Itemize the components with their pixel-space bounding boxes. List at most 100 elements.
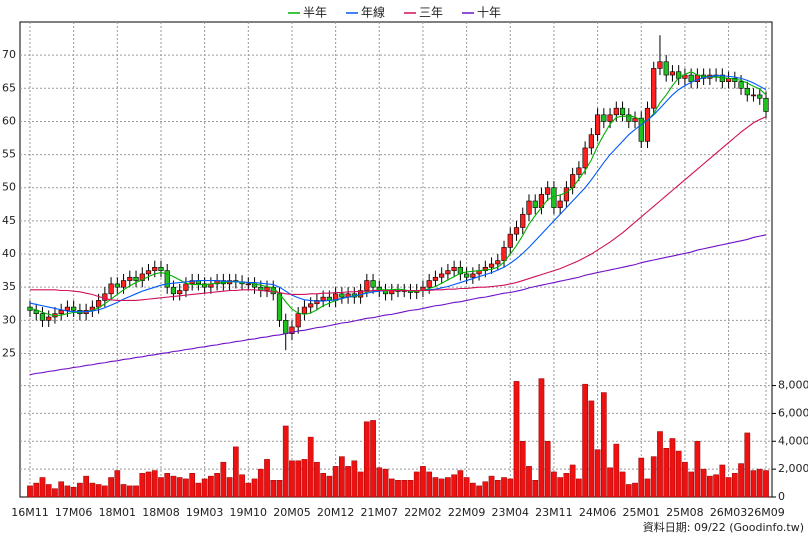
candle-body	[594, 114, 601, 136]
volume-bar	[351, 460, 358, 498]
y2-tick-label: 8,000	[778, 379, 808, 392]
candle-body	[364, 280, 370, 291]
volume-bar	[563, 473, 570, 498]
candle-body	[601, 114, 607, 122]
volume-bar	[39, 477, 46, 498]
volume-bar	[457, 470, 464, 498]
candle-body	[470, 273, 476, 278]
candle-body	[96, 300, 102, 308]
volume-bar	[208, 475, 214, 498]
volume-bar	[432, 477, 439, 498]
candle-body	[170, 286, 177, 295]
volume-bar	[657, 431, 663, 498]
candle-body	[744, 87, 750, 96]
volume-bar	[301, 459, 308, 498]
candle-body	[64, 306, 71, 311]
volume-bar	[89, 482, 96, 498]
candle-body	[314, 300, 320, 305]
candle-body	[339, 293, 345, 298]
volume-bar	[532, 480, 539, 498]
candle-body	[626, 114, 632, 122]
y-tick-label: 25	[2, 346, 16, 359]
volume-bar	[395, 480, 401, 498]
volume-bar	[600, 392, 607, 498]
candle-body	[613, 107, 619, 116]
volume-bar	[445, 477, 451, 498]
volume-bar	[744, 432, 751, 498]
legend-label: 年線	[361, 5, 385, 20]
volume-bar	[669, 438, 676, 498]
candle-body	[495, 260, 501, 265]
x-tick-label: 23M04	[492, 506, 530, 519]
volume-bar	[513, 381, 520, 498]
x-tick-label: 20M05	[273, 506, 311, 519]
volume-bar	[650, 456, 657, 498]
candle-body	[488, 263, 495, 268]
volume-bar	[569, 464, 576, 498]
volume-bar	[320, 473, 327, 498]
candle-body	[657, 61, 663, 69]
candle-body	[763, 97, 769, 112]
volume-bar	[613, 443, 620, 498]
candle-body	[102, 293, 108, 301]
volume-bar	[183, 478, 189, 498]
candle-body	[663, 61, 669, 76]
candle-body	[158, 266, 164, 271]
volume-bar	[538, 378, 545, 498]
volume-bar	[388, 478, 395, 498]
candle-body	[139, 273, 145, 281]
volume-bar	[64, 485, 71, 498]
candle-body	[545, 187, 551, 195]
candle-body	[557, 200, 563, 208]
volume-bar	[33, 482, 40, 498]
volume-bar	[544, 441, 551, 498]
volume-bar	[257, 468, 264, 498]
x-tick-label: 21M07	[361, 506, 399, 519]
volume-bar	[682, 461, 688, 498]
y2-tick-label: 2,000	[778, 462, 808, 475]
ma-line	[30, 116, 767, 301]
volume-bar	[77, 482, 83, 498]
volume-bar	[232, 446, 239, 498]
volume-bar	[451, 474, 457, 498]
volume-bar	[519, 441, 526, 498]
volume-bar	[382, 468, 389, 498]
candle-body	[526, 200, 532, 215]
candle-body	[164, 270, 170, 288]
y-tick-label: 30	[2, 313, 16, 326]
candle-body	[289, 326, 295, 334]
volume-bar	[83, 475, 89, 498]
volume-bar	[27, 485, 33, 498]
ma-line	[29, 234, 767, 376]
volume-bar	[295, 460, 302, 498]
x-tick-label: 24M06	[579, 506, 617, 519]
volume-bar	[357, 471, 364, 498]
x-tick-label: 19M03	[186, 506, 224, 519]
candle-body	[145, 270, 152, 275]
volume-bar	[750, 470, 757, 498]
candle-body	[513, 227, 520, 235]
candle-body	[451, 266, 457, 271]
volume-bar	[719, 464, 726, 498]
candle-body	[482, 266, 488, 271]
volume-bar	[694, 441, 701, 498]
volume-bar	[413, 471, 420, 498]
volume-bar	[276, 480, 283, 498]
volume-bar	[176, 477, 183, 498]
volume-bar	[675, 450, 682, 498]
volume-bar	[376, 467, 383, 498]
candle-body	[576, 167, 582, 175]
volume-bar	[738, 463, 744, 498]
x-tick-label: 20M12	[317, 506, 355, 519]
volume-bar	[582, 383, 588, 498]
volume-bar	[95, 484, 102, 498]
candle-body	[46, 316, 52, 321]
volume-bar	[713, 474, 719, 498]
candle-body	[638, 117, 644, 142]
candle-body	[669, 71, 676, 76]
x-tick-label: 22M02	[404, 506, 442, 519]
candle-body	[619, 107, 626, 116]
candle-body	[651, 68, 657, 109]
volume-bar	[314, 461, 320, 498]
